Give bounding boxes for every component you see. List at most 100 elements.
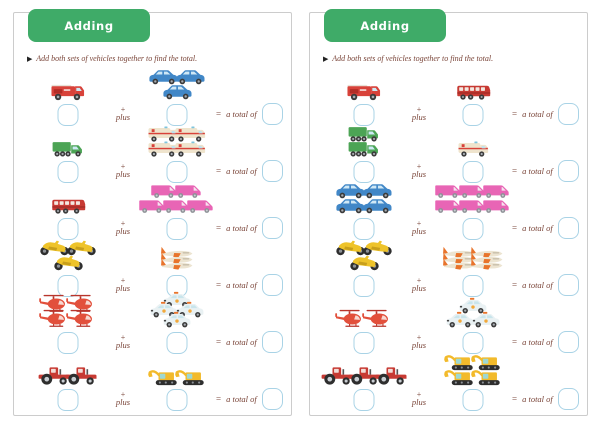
equals-sign: = bbox=[216, 223, 222, 233]
total-answer-box[interactable] bbox=[557, 217, 579, 239]
plus-word: plus bbox=[411, 397, 427, 407]
vehicle-row bbox=[161, 310, 193, 329]
total-phrase: a total of bbox=[226, 337, 257, 347]
green-truck-icon bbox=[52, 138, 85, 158]
addend-group-1 bbox=[28, 69, 108, 126]
answer-box-2[interactable] bbox=[166, 389, 188, 411]
vehicle-row bbox=[334, 309, 394, 329]
answer-box-1[interactable] bbox=[353, 332, 375, 354]
answer-box-1[interactable] bbox=[57, 389, 79, 411]
blue-car-icon bbox=[361, 195, 394, 215]
addend-group-1 bbox=[28, 297, 108, 354]
equals-sign: = bbox=[512, 166, 518, 176]
plus-word: plus bbox=[115, 169, 131, 179]
plus-sign: + bbox=[416, 105, 422, 114]
vehicle-row bbox=[434, 195, 512, 215]
vehicle-cluster-1 bbox=[28, 237, 108, 272]
vehicle-row bbox=[52, 138, 85, 158]
addition-problem-row: + plus = a total of bbox=[28, 69, 286, 126]
answer-box-1[interactable] bbox=[353, 389, 375, 411]
addition-problem-row: + plus = a total of bbox=[28, 354, 286, 411]
vehicle-cluster-2 bbox=[137, 66, 217, 101]
answer-box-1[interactable] bbox=[353, 275, 375, 297]
answer-box-2[interactable] bbox=[462, 332, 484, 354]
answer-box-1[interactable] bbox=[57, 104, 79, 126]
addend-group-1 bbox=[324, 354, 404, 411]
total-answer-box[interactable] bbox=[261, 274, 283, 296]
vehicle-cluster-2 bbox=[137, 180, 217, 215]
plus-sign: + bbox=[120, 105, 126, 114]
plus-sign: + bbox=[416, 333, 422, 342]
equals-sign: = bbox=[216, 109, 222, 119]
answer-box-1[interactable] bbox=[57, 161, 79, 183]
vehicle-cluster-2 bbox=[433, 138, 513, 158]
instruction-line: ▶ Add both sets of vehicles together to … bbox=[27, 54, 285, 63]
equals-sign: = bbox=[216, 337, 222, 347]
answer-box-1[interactable] bbox=[353, 218, 375, 240]
pink-van-icon bbox=[482, 195, 512, 215]
answer-box-2[interactable] bbox=[462, 104, 484, 126]
arrow-bullet-icon: ▶ bbox=[323, 55, 329, 63]
answer-box-2[interactable] bbox=[462, 161, 484, 183]
addition-problem-row: + plus = a total of bbox=[28, 240, 286, 297]
answer-box-2[interactable] bbox=[166, 218, 188, 240]
answer-box-2[interactable] bbox=[166, 104, 188, 126]
page-title: Adding bbox=[360, 18, 410, 33]
plus-word: plus bbox=[115, 226, 131, 236]
fire-truck-icon bbox=[51, 80, 85, 101]
plus-sign: + bbox=[416, 162, 422, 171]
total-answer-box[interactable] bbox=[261, 388, 283, 410]
answer-box-2[interactable] bbox=[166, 161, 188, 183]
total-answer-box[interactable] bbox=[557, 388, 579, 410]
vehicle-row bbox=[347, 80, 381, 101]
total-phrase: a total of bbox=[522, 223, 553, 233]
addend-group-1 bbox=[28, 126, 108, 183]
answer-box-1[interactable] bbox=[57, 332, 79, 354]
total-answer-box[interactable] bbox=[557, 160, 579, 182]
problem-rows: + plus = a total of + plus = a total of bbox=[324, 69, 582, 411]
answer-box-2[interactable] bbox=[462, 275, 484, 297]
vehicle-cluster-2 bbox=[137, 366, 217, 386]
total-phrase: a total of bbox=[522, 337, 553, 347]
helicopter-icon bbox=[65, 309, 98, 329]
vehicle-cluster-2 bbox=[137, 245, 217, 272]
vehicle-cluster-2 bbox=[433, 296, 513, 329]
answer-box-2[interactable] bbox=[462, 389, 484, 411]
vehicle-row bbox=[147, 366, 207, 386]
total-answer-box[interactable] bbox=[261, 160, 283, 182]
total-phrase: a total of bbox=[226, 394, 257, 404]
total-answer-box[interactable] bbox=[557, 331, 579, 353]
total-answer-box[interactable] bbox=[261, 217, 283, 239]
total-phrase: a total of bbox=[226, 166, 257, 176]
total-section: = a total of bbox=[512, 160, 579, 182]
answer-box-1[interactable] bbox=[353, 104, 375, 126]
addition-problem-row: + plus = a total of bbox=[28, 183, 286, 240]
ambulance-icon bbox=[174, 138, 207, 158]
total-section: = a total of bbox=[216, 217, 283, 239]
addend-group-2 bbox=[137, 183, 217, 240]
total-answer-box[interactable] bbox=[557, 103, 579, 125]
answer-box-2[interactable] bbox=[166, 332, 188, 354]
answer-box-1[interactable] bbox=[57, 275, 79, 297]
plus-sign: + bbox=[120, 276, 126, 285]
police-car-icon bbox=[470, 310, 502, 329]
addend-group-2 bbox=[137, 126, 217, 183]
total-answer-box[interactable] bbox=[557, 274, 579, 296]
answer-box-1[interactable] bbox=[353, 161, 375, 183]
answer-box-2[interactable] bbox=[462, 218, 484, 240]
answer-box-1[interactable] bbox=[57, 218, 79, 240]
vehicle-cluster-1 bbox=[324, 123, 404, 158]
vehicle-cluster-1 bbox=[28, 194, 108, 215]
vehicle-cluster-1 bbox=[324, 366, 404, 386]
vehicle-row bbox=[443, 366, 503, 386]
addition-problem-row: + plus = a total of bbox=[324, 183, 582, 240]
total-answer-box[interactable] bbox=[261, 103, 283, 125]
total-phrase: a total of bbox=[522, 280, 553, 290]
vehicle-cluster-2 bbox=[433, 351, 513, 386]
worksheet-page-left: Adding ▶ Add both sets of vehicles toget… bbox=[13, 9, 292, 416]
total-answer-box[interactable] bbox=[261, 331, 283, 353]
addition-problem-row: + plus = a total of bbox=[324, 354, 582, 411]
vehicle-cluster-1 bbox=[28, 366, 108, 386]
addend-group-2 bbox=[137, 297, 217, 354]
addition-problem-row: + plus = a total of bbox=[28, 126, 286, 183]
